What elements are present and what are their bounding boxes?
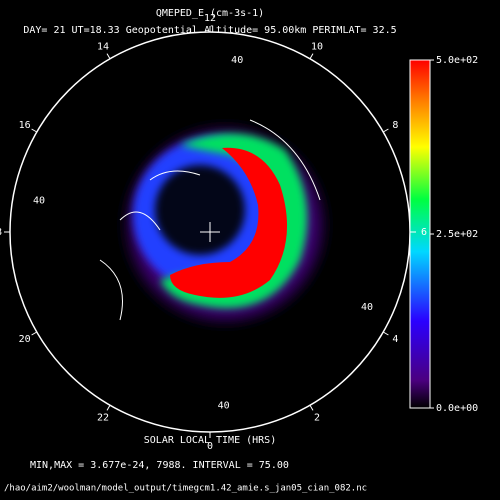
hour-tick bbox=[106, 53, 111, 60]
hour-label: 22 bbox=[97, 412, 109, 423]
stats: MIN,MAX = 3.677e-24, 7988. INTERVAL = 75… bbox=[30, 460, 289, 471]
lat-label: 40 bbox=[231, 55, 243, 66]
hour-label: 0 bbox=[207, 441, 213, 452]
lat-label: 40 bbox=[33, 195, 45, 206]
hour-tick bbox=[382, 331, 389, 336]
hour-tick bbox=[31, 128, 38, 133]
hour-label: 18 bbox=[0, 227, 2, 238]
x-label: SOLAR LOCAL TIME (HRS) bbox=[144, 435, 276, 446]
colorbar-label: 0.0e+00 bbox=[436, 403, 478, 414]
colorbar-label: 2.5e+02 bbox=[436, 229, 478, 240]
title: QMEPED_E (cm-3s-1) bbox=[156, 8, 264, 19]
hour-label: 14 bbox=[97, 42, 109, 53]
hour-tick bbox=[309, 53, 314, 60]
hour-label: 10 bbox=[311, 42, 323, 53]
hour-label: 4 bbox=[392, 334, 398, 345]
hour-label: 20 bbox=[19, 334, 31, 345]
hour-label: 2 bbox=[314, 412, 320, 423]
hour-label: 6 bbox=[421, 227, 427, 238]
file-path: /hao/aim2/woolman/model_output/timegcm1.… bbox=[4, 484, 367, 494]
hour-label: 8 bbox=[392, 120, 398, 131]
lat-label: 40 bbox=[361, 302, 373, 313]
hour-label: 16 bbox=[19, 120, 31, 131]
lat-label: 40 bbox=[218, 400, 230, 411]
hour-label: 12 bbox=[204, 13, 216, 24]
colorbar-label: 5.0e+02 bbox=[436, 55, 478, 66]
hour-tick bbox=[106, 404, 111, 411]
hour-tick bbox=[382, 128, 389, 133]
hour-tick bbox=[309, 404, 314, 411]
hour-tick bbox=[31, 331, 38, 336]
